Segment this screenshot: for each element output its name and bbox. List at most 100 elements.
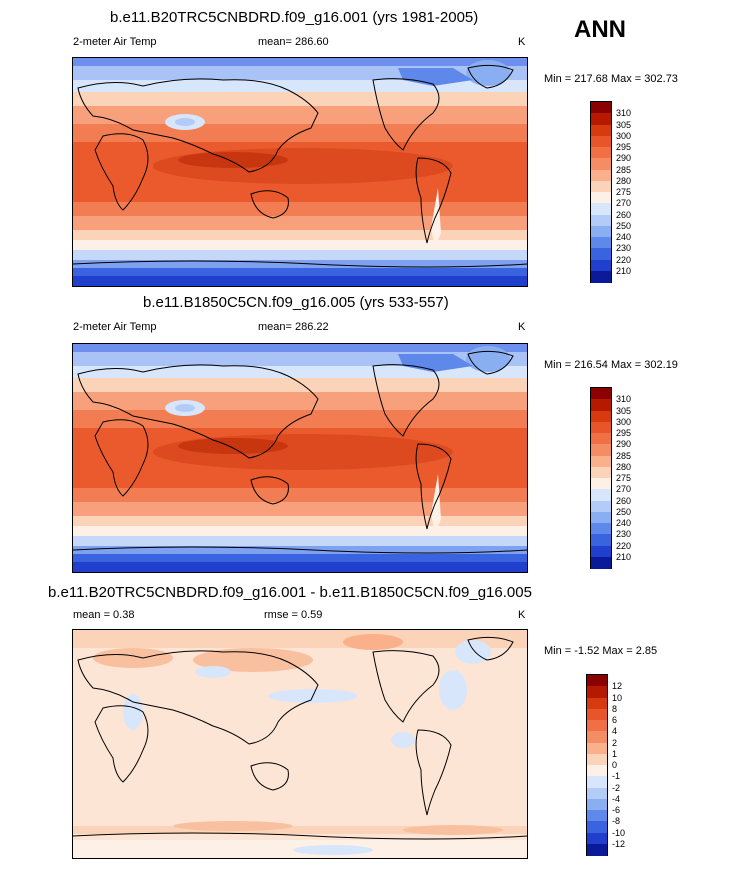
colorbar-tick-label: 280 (616, 461, 632, 472)
colorbar-swatch (591, 259, 611, 272)
colorbar-swatch (591, 102, 611, 114)
colorbar-swatch (587, 787, 607, 800)
panel-1-map (72, 57, 528, 287)
colorbar-swatch (587, 821, 607, 834)
colorbar-swatch (591, 511, 611, 524)
colorbar-tick-label: 300 (616, 130, 632, 141)
colorbar-swatch (587, 686, 607, 699)
panel-2-colorbar: 310 305 300 295 290 285 280 275 270 260 250 240 230 2… (590, 387, 631, 569)
colorbar-swatch (587, 708, 607, 721)
colorbar-swatch (591, 158, 611, 171)
panel-2-minmax: Min = 216.54 Max = 302.19 (544, 359, 678, 371)
colorbar-swatch (591, 270, 611, 283)
colorbar-tick-label: 210 (616, 265, 632, 276)
colorbar-tick-label: -4 (612, 793, 621, 804)
colorbar-tick-label: 6 (612, 715, 618, 725)
panel-2-map (72, 343, 528, 573)
colorbar-tick-label: 260 (616, 495, 632, 506)
colorbar-swatch (587, 731, 607, 744)
colorbar-swatch (591, 214, 611, 227)
panel-3-units: K (518, 609, 526, 621)
colorbar-swatch (591, 192, 611, 204)
colorbar-tick-label: 310 (616, 108, 632, 119)
colorbar-tick-label: 275 (616, 187, 632, 197)
colorbar-tick-label: 300 (616, 416, 632, 427)
colorbar-swatch (591, 180, 611, 193)
colorbar-tick-label: 0 (612, 760, 618, 770)
colorbar-swatch (591, 147, 611, 159)
colorbar-tick-label: 290 (616, 153, 632, 164)
colorbar-swatch (587, 753, 607, 766)
colorbar-swatch (591, 556, 611, 569)
colorbar-tick-label: 290 (616, 439, 632, 450)
colorbar-swatch (587, 765, 607, 777)
panel-2-variable-label: 2-meter Air Temp (73, 321, 157, 333)
colorbar-swatch (591, 523, 611, 535)
colorbar-tick-label: 230 (616, 529, 632, 540)
colorbar-swatch (587, 675, 607, 687)
colorbar-tick-label: -8 (612, 816, 621, 827)
colorbar-tick-label: 8 (612, 703, 618, 714)
colorbar-tick-label: 1 (612, 748, 618, 759)
colorbar-tick-label: 12 (612, 681, 623, 692)
colorbar-swatch (591, 489, 611, 502)
colorbar-swatch (591, 545, 611, 558)
colorbar-swatch (591, 466, 611, 479)
colorbar-swatch (591, 203, 611, 216)
colorbar-tick-label: -1 (612, 771, 621, 782)
colorbar-tick-label: 250 (616, 506, 632, 517)
colorbar-tick-label: -12 (612, 838, 626, 849)
colorbar-swatch (591, 237, 611, 249)
colorbar-tick-label: 220 (616, 540, 632, 551)
season-label: ANN (574, 16, 626, 43)
colorbar-swatch (591, 421, 611, 434)
panel-1-colorbar: 310 305 300 295 290 285 280 275 270 260 250 240 230 2… (590, 101, 631, 283)
colorbar-swatch (587, 720, 607, 732)
colorbar-swatch (587, 798, 607, 811)
colorbar-tick-label: 230 (616, 243, 632, 254)
colorbar-tick-label: 250 (616, 220, 632, 231)
colorbar-swatch (587, 697, 607, 710)
colorbar-swatch (591, 113, 611, 126)
panel-1-minmax: Min = 217.68 Max = 302.73 (544, 73, 678, 85)
panel-3-title: b.e11.B20TRC5CNBDRD.f09_g16.001 - b.e11.… (48, 584, 532, 601)
colorbar-swatch (591, 135, 611, 148)
colorbar-swatch (591, 124, 611, 137)
colorbar-tick-label: 240 (616, 232, 632, 242)
panel-2-units: K (518, 321, 526, 333)
panel-3-mean-label: mean = 0.38 (73, 609, 135, 621)
colorbar-tick-label: 295 (616, 142, 632, 152)
panel-1-mean-label: mean= 286.60 (258, 36, 329, 48)
colorbar-tick-label: 220 (616, 254, 632, 265)
colorbar-swatch (591, 455, 611, 468)
colorbar-swatch (591, 534, 611, 547)
colorbar-swatch (591, 433, 611, 445)
colorbar-tick-label: -2 (612, 782, 621, 793)
colorbar-tick-label: 305 (616, 405, 632, 416)
colorbar-tick-label: 280 (616, 175, 632, 186)
panel-2-mean-label: mean= 286.22 (258, 321, 329, 333)
colorbar-swatch (591, 225, 611, 238)
colorbar-tick-label: 285 (616, 450, 632, 461)
colorbar-tick-label: 260 (616, 209, 632, 220)
colorbar-swatch (587, 742, 607, 755)
colorbar-swatch (591, 169, 611, 182)
colorbar-swatch (591, 500, 611, 513)
colorbar-tick-label: -10 (612, 827, 626, 838)
panel-3-minmax: Min = -1.52 Max = 2.85 (544, 645, 658, 657)
colorbar-swatch (587, 810, 607, 822)
colorbar-tick-label: 270 (616, 198, 632, 209)
panel-2-title: b.e11.B1850C5CN.f09_g16.005 (yrs 533-557… (143, 294, 449, 311)
colorbar-tick-label: 310 (616, 394, 632, 405)
colorbar-tick-label: 305 (616, 119, 632, 130)
colorbar-swatch (591, 410, 611, 423)
panel-3-colorbar: 12 10 8 6 4 2 1 0 -1 -2 -4 -6 -8 -10 -12 (586, 674, 625, 856)
panel-3-rmse-label: rmse = 0.59 (264, 609, 323, 621)
colorbar-swatch (591, 478, 611, 490)
panel-3-map (72, 629, 528, 859)
colorbar-tick-label: 210 (616, 551, 632, 562)
colorbar-tick-label: 240 (616, 518, 632, 528)
colorbar-swatch (587, 843, 607, 856)
colorbar-swatch (591, 399, 611, 412)
colorbar-tick-label: -6 (612, 805, 621, 815)
